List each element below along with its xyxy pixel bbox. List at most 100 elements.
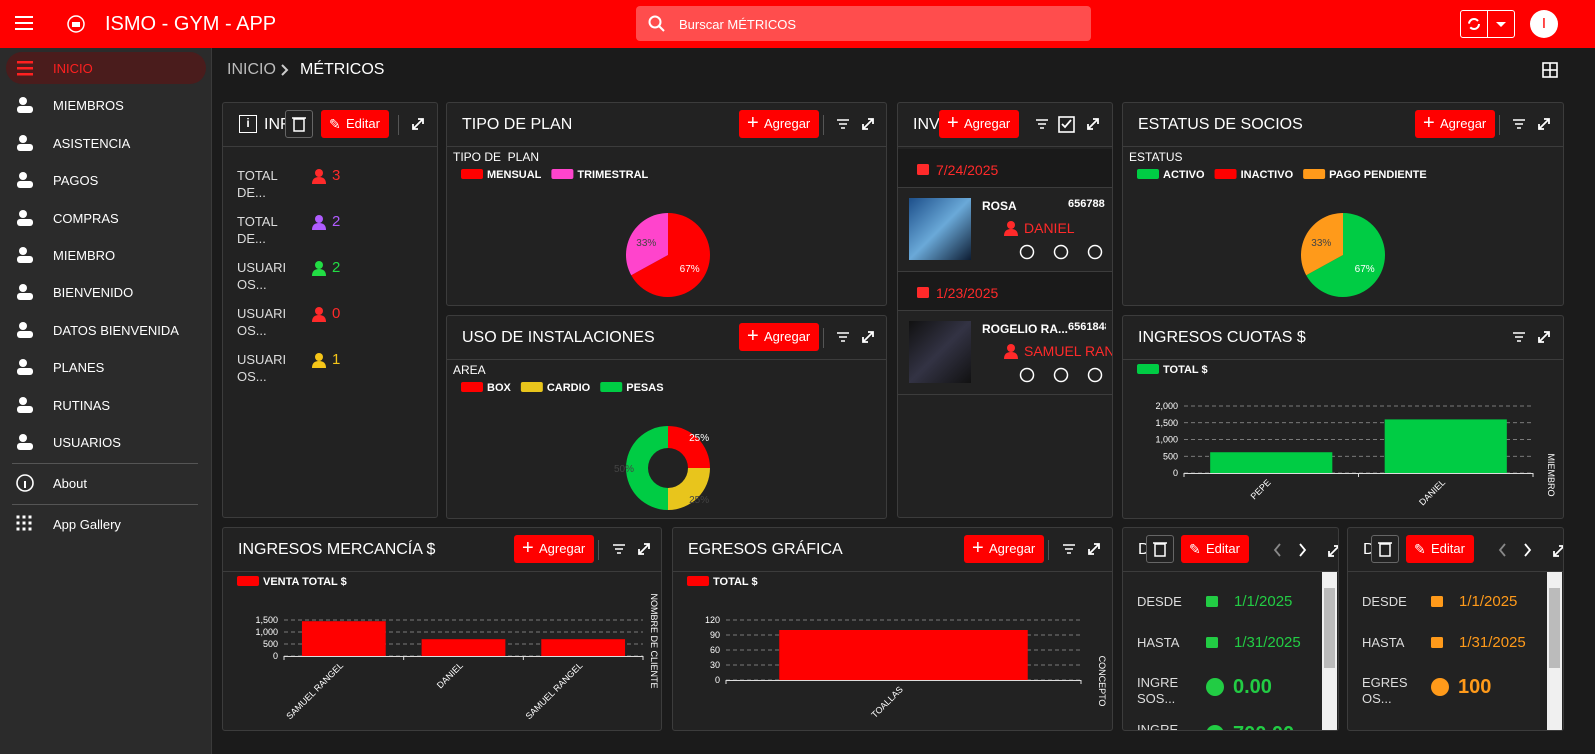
delete-button[interactable] [1371,535,1399,563]
chart: VENTA TOTAL $ 0 500 1,000 1,500 SAMUEL RANGEL… [237,576,659,721]
menu-icon[interactable] [15,15,35,33]
action-icon[interactable] [1087,367,1103,383]
icon-part [17,106,33,114]
calendar-icon [1206,596,1218,607]
filter-icon[interactable] [1512,330,1526,344]
delete-button[interactable] [285,110,313,138]
nav-item[interactable]: BIENVENIDO [53,285,134,301]
icon-part [17,61,33,64]
y-tick-label: 60 [710,645,720,655]
nav-icon [16,474,34,492]
icon-part [17,181,33,189]
slice-label: 25% [689,495,709,506]
card-header: i INF Editar [223,103,437,147]
expand-icon[interactable] [1087,542,1101,556]
select-icon[interactable] [1058,116,1075,133]
legend-swatch [1137,364,1159,374]
icon-part [17,73,33,76]
nav-item[interactable]: USUARIOS [53,435,121,450]
expand-icon[interactable] [861,117,875,131]
icon-part [22,527,26,531]
nav-item[interactable]: PAGOS [53,173,99,189]
filter-icon[interactable] [836,330,850,344]
date: 1/23/2025 [936,285,999,301]
icon-part [19,434,27,442]
add-button[interactable]: Agregar [739,109,820,138]
nav-link[interactable]: About [53,476,87,491]
breadcrumb-root[interactable]: INICIO [227,61,276,78]
nav-item[interactable]: MIEMBRO [53,248,116,263]
action-icon[interactable] [1053,244,1069,260]
action-icon[interactable] [1053,367,1069,383]
bar [779,630,1028,680]
edit-button[interactable]: Editar [1181,535,1249,563]
stat-label: TOTAL DE... [237,214,278,246]
icon-part [16,527,20,531]
person-icon [312,353,326,368]
icon-part [17,293,33,301]
filter-icon[interactable] [836,117,850,131]
expand-icon[interactable] [861,330,875,344]
nav-icon [17,396,33,413]
add-button[interactable]: Agregar [514,534,595,563]
add-button[interactable]: Agregar [939,109,1020,138]
person-icon [312,215,326,230]
person-icon [312,169,326,184]
y-tick-label: 500 [263,639,278,649]
nav-item[interactable]: MIEMBROS [53,98,124,114]
date: 7/24/2025 [936,162,999,178]
filter-icon[interactable] [1035,117,1049,131]
nav-item[interactable]: INICIO [53,61,93,76]
icon-part [17,67,33,70]
expand-icon[interactable] [1537,117,1551,131]
field-date: 1/31/2025 [1234,634,1301,651]
divider [12,504,198,505]
bar [301,621,386,656]
action-icon[interactable] [1087,244,1103,260]
refresh-group[interactable] [1460,10,1515,38]
add-button[interactable]: Agregar [739,322,820,351]
nav-item[interactable]: ASISTENCIA [53,135,131,151]
divider [898,394,1112,395]
edit-button[interactable]: Editar [321,110,389,138]
icon-part [24,481,26,488]
nav-item[interactable]: RUTINAS [53,397,111,413]
next-icon [1299,543,1307,557]
stat-value: 0 [332,305,341,322]
filter-icon[interactable] [612,542,626,556]
nav-link[interactable]: App Gallery [53,517,121,532]
delete-button[interactable] [1146,535,1174,563]
nav-item[interactable]: DATOS BIENVENIDA [53,322,179,338]
icon-part [28,515,32,519]
icon-part [19,172,27,181]
expand-icon[interactable] [1537,330,1551,344]
pager [1273,543,1338,557]
filter-icon[interactable] [1062,542,1076,556]
add-button[interactable]: Agregar [964,534,1045,563]
field-label: DESDE [1362,594,1407,609]
nav-icon [17,284,33,301]
edit-button[interactable]: Editar [1406,535,1474,563]
search-box[interactable]: Burscar MÉTRICOS [636,6,1091,41]
expand-icon[interactable] [411,117,425,131]
icon-part [315,215,323,223]
nav-item[interactable]: COMPRAS [53,210,119,226]
action-icon[interactable] [1019,244,1035,260]
expand-icon[interactable] [637,542,651,556]
slice-label: 25% [689,433,709,444]
layout-icon[interactable] [1542,62,1558,78]
stat-label: USUARIOS... [237,260,287,292]
slice-label: 33% [636,238,656,249]
divider [898,271,1112,272]
search-placeholder: Burscar MÉTRICOS [679,17,797,32]
pie-slice [668,426,710,468]
avatar[interactable]: I [1530,10,1558,38]
icon-part [19,134,27,143]
nav-item[interactable]: PLANES [53,360,105,376]
add-button[interactable]: Agregar [1415,109,1496,138]
slice-label: 33% [1311,238,1331,249]
action-icon[interactable] [1019,367,1035,383]
expand-icon[interactable] [1086,117,1100,131]
filter-icon[interactable] [1512,117,1526,131]
